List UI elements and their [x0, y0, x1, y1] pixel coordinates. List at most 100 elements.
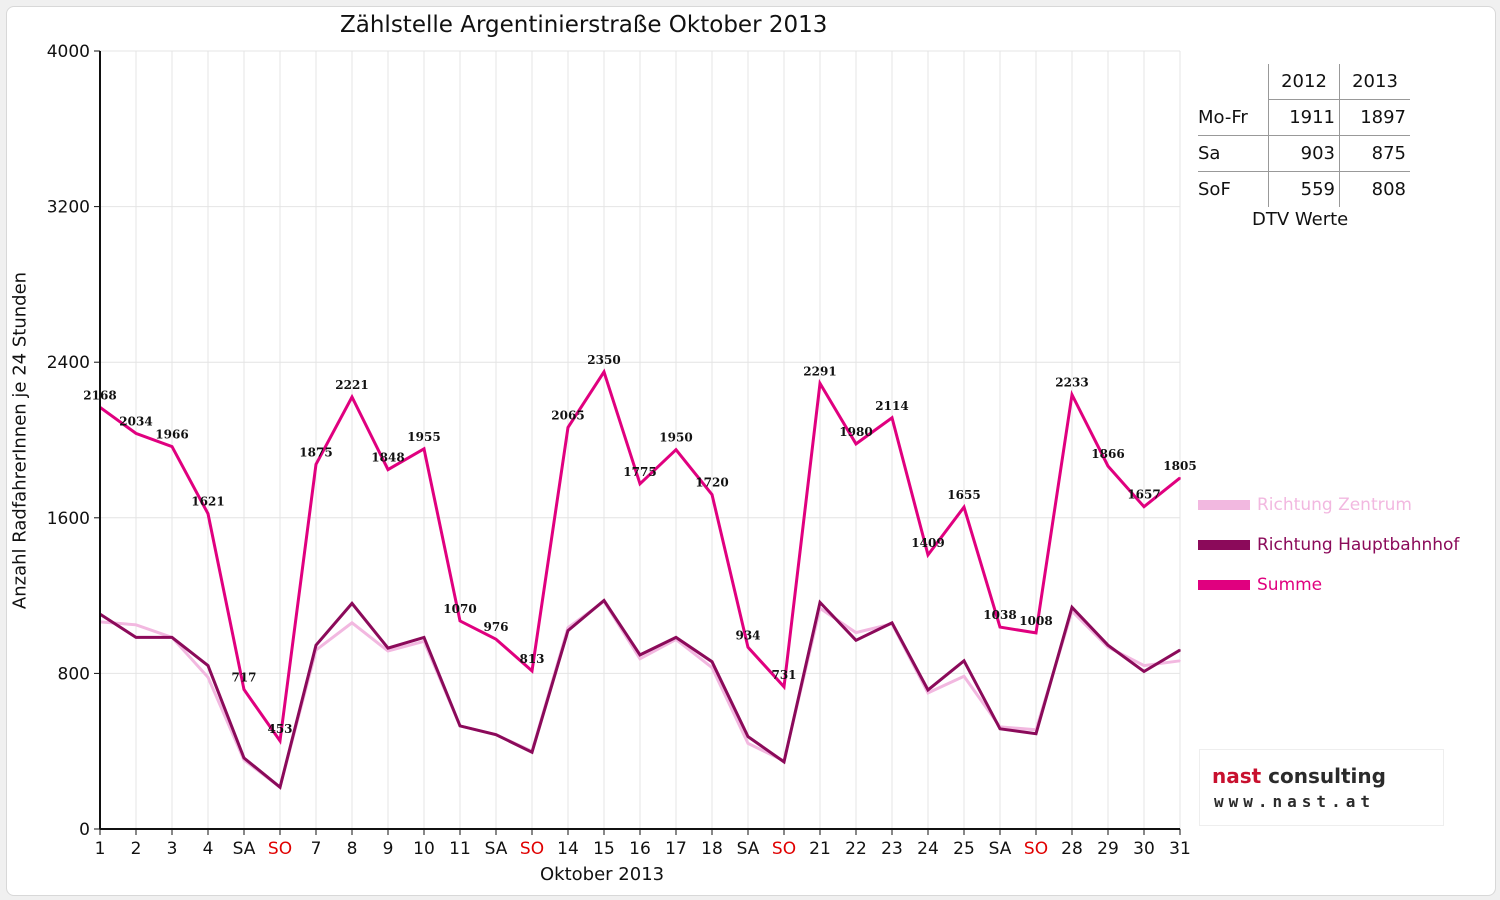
dtv-row-label: SoF [1198, 171, 1269, 207]
data-point [1143, 505, 1145, 508]
data-point [315, 644, 317, 646]
y-tick-label: 800 [58, 664, 90, 684]
dtv-row-sa: Sa 903 875 [1198, 135, 1410, 172]
data-point [819, 382, 821, 385]
logo-brand: nast consulting [1212, 764, 1386, 788]
dtv-cell: 559 [1268, 171, 1340, 207]
data-point [1143, 664, 1145, 667]
x-tick-label: 17 [665, 839, 687, 859]
x-tick-label: SA [737, 839, 760, 859]
data-point [855, 631, 857, 634]
data-label: 1866 [1091, 447, 1124, 461]
data-label: 2350 [587, 353, 620, 367]
legend-label-summe: Summe [1257, 575, 1323, 595]
data-point [279, 786, 281, 788]
data-point [855, 443, 857, 445]
data-label: 1621 [191, 495, 224, 509]
data-point [603, 599, 605, 602]
data-point [747, 742, 749, 745]
nast-consulting-logo: nast consulting www.nast.at [1200, 750, 1443, 825]
dtv-cell: 808 [1371, 179, 1406, 200]
legend-label-zentrum: Richtung Zentrum [1257, 495, 1412, 515]
data-label: 2233 [1055, 376, 1088, 390]
x-tick-label: SO [1024, 839, 1048, 859]
x-tick-label: 24 [917, 839, 939, 859]
data-point [531, 670, 533, 672]
data-point [171, 445, 173, 448]
x-tick-label: 7 [311, 839, 322, 859]
data-point [243, 688, 245, 691]
data-point [1071, 606, 1073, 609]
data-point [639, 654, 641, 656]
x-tick-label: SA [989, 839, 1012, 859]
chart-title: Zählstelle Argentinierstraße Oktober 201… [340, 12, 828, 38]
data-point [135, 623, 137, 626]
data-point [603, 371, 605, 373]
x-tick-label: SA [485, 839, 508, 859]
dtv-col-2012: 2012 [1268, 64, 1340, 100]
x-tick-label: SA [233, 839, 256, 859]
data-point [351, 396, 353, 398]
data-point [207, 676, 209, 679]
data-point [1143, 670, 1145, 673]
data-label: 731 [771, 668, 796, 682]
data-point [243, 757, 245, 759]
data-point [1179, 477, 1181, 479]
logo-brand-rest: consulting [1261, 764, 1386, 788]
x-tick-label: 8 [347, 839, 358, 859]
x-tick-label: SO [772, 839, 796, 859]
data-point [927, 692, 929, 694]
data-label: 1980 [839, 425, 872, 439]
data-point [747, 735, 749, 738]
data-label: 1720 [695, 475, 728, 489]
data-label: 1775 [623, 465, 656, 479]
data-label: 2065 [551, 408, 584, 422]
legend-swatch-summe [1198, 580, 1250, 590]
data-label: 2221 [335, 378, 368, 392]
data-point [963, 659, 965, 662]
data-point [891, 417, 893, 419]
x-tick-label: 30 [1133, 839, 1155, 859]
data-label: 1657 [1127, 488, 1160, 502]
data-label: 1848 [371, 451, 404, 465]
data-point [495, 638, 497, 640]
data-point [1179, 649, 1181, 651]
data-point [639, 482, 641, 485]
data-label: 1875 [299, 445, 332, 459]
data-label: 453 [267, 722, 292, 736]
data-point [531, 751, 533, 753]
y-axis-label: Anzahl RadfahrerInnen je 24 Stunden [9, 271, 31, 610]
data-point [891, 622, 893, 624]
y-tick-label: 2400 [47, 353, 90, 373]
data-label: 2291 [803, 364, 836, 378]
data-label: 1038 [983, 608, 1016, 622]
x-tick-label: 21 [809, 839, 831, 859]
legend-label-hauptbahnhof: Richtung Hauptbahnhof [1257, 535, 1460, 555]
x-tick-label: SO [520, 839, 544, 859]
dtv-row-mo-fr: Mo-Fr 1911 1897 [1198, 99, 1410, 136]
dtv-row-sof: SoF 559 808 [1198, 171, 1410, 207]
x-tick-label: 29 [1097, 839, 1119, 859]
data-point [279, 740, 281, 742]
data-point [135, 636, 137, 639]
data-label: 1955 [407, 430, 440, 444]
data-point [783, 686, 785, 688]
x-tick-label: SO [268, 839, 292, 859]
x-tick-label: 1 [95, 839, 106, 859]
y-tick-label: 0 [79, 820, 90, 840]
dtv-row-label: Sa [1198, 135, 1269, 172]
x-tick-label: 14 [557, 839, 579, 859]
x-tick-label: 11 [449, 839, 471, 859]
data-point [387, 650, 389, 652]
x-tick-label: 9 [383, 839, 394, 859]
dtv-header-row: 2012 2013 [1198, 64, 1410, 100]
series-lines [99, 368, 1181, 790]
data-point [747, 646, 749, 649]
data-label: 717 [231, 671, 256, 685]
grid [100, 50, 1181, 829]
y-tick-label: 1600 [47, 509, 90, 529]
legend-swatch-hauptbahnhof [1198, 540, 1250, 550]
data-point [171, 636, 173, 639]
data-point [315, 463, 317, 466]
data-point [459, 620, 461, 622]
